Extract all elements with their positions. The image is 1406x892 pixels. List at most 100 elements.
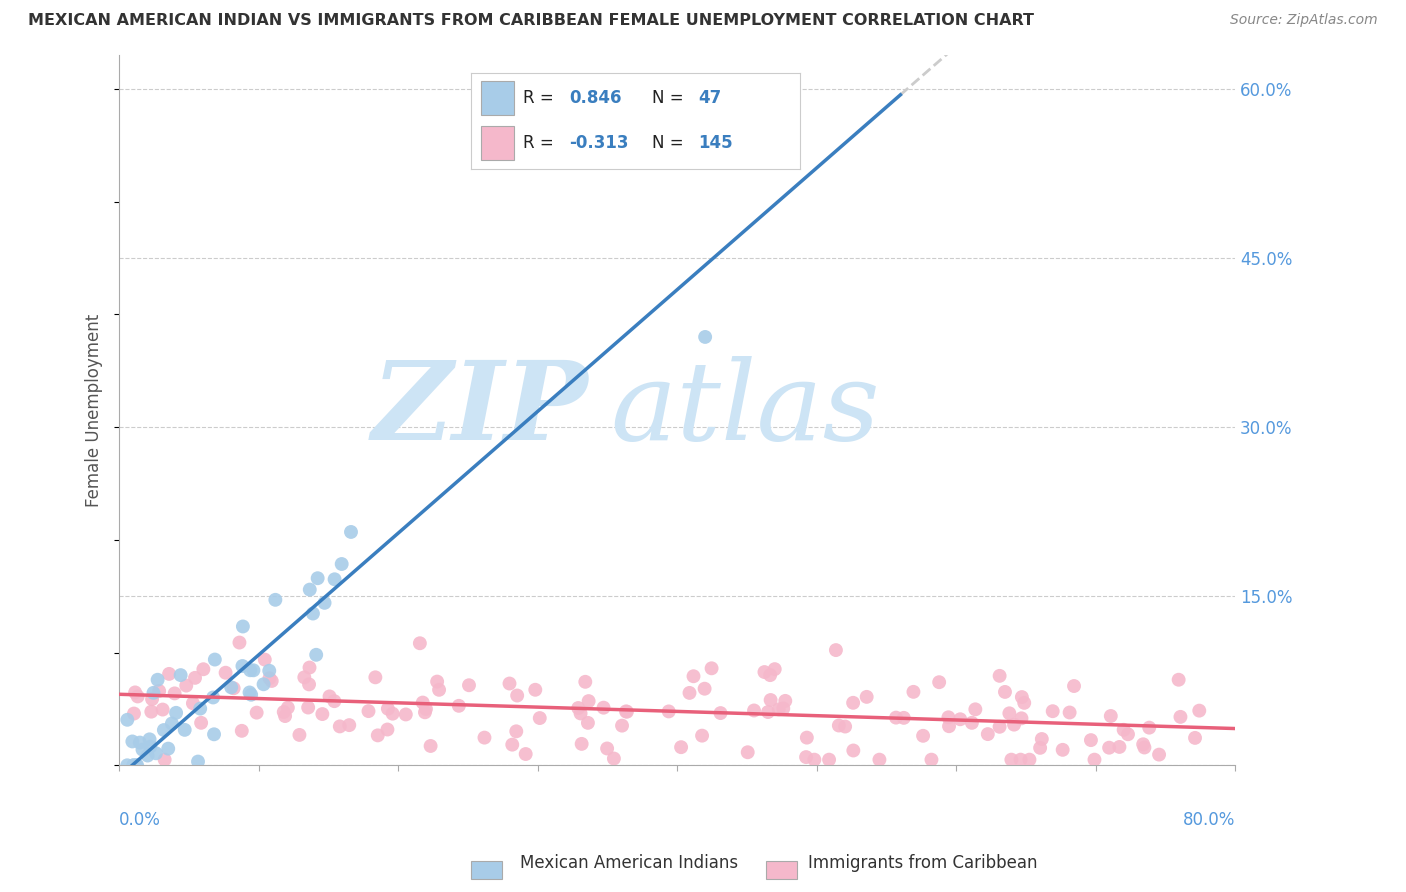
Point — [1000, 753, 1022, 767]
Point — [1042, 704, 1064, 718]
Point — [323, 694, 346, 708]
Point — [188, 701, 211, 715]
Point — [165, 706, 187, 720]
Point — [498, 676, 520, 690]
Point — [524, 682, 547, 697]
Point — [117, 713, 139, 727]
Point — [682, 669, 704, 683]
Point — [124, 685, 146, 699]
Point — [578, 694, 600, 708]
Point — [214, 665, 236, 680]
Point — [893, 711, 915, 725]
Point — [928, 675, 950, 690]
Point — [204, 652, 226, 666]
Point — [142, 686, 165, 700]
Point — [709, 706, 731, 720]
Y-axis label: Female Unemployment: Female Unemployment — [86, 314, 103, 507]
Point — [174, 679, 197, 693]
Point — [190, 715, 212, 730]
Point — [1184, 731, 1206, 745]
Point — [803, 753, 825, 767]
Point — [415, 702, 437, 716]
Point — [219, 681, 242, 695]
Point — [426, 674, 449, 689]
Point — [603, 751, 626, 765]
Point — [949, 712, 972, 726]
Point — [690, 729, 713, 743]
Point — [314, 596, 336, 610]
Point — [1167, 673, 1189, 687]
Point — [239, 663, 262, 677]
Point — [311, 707, 333, 722]
Point — [318, 690, 340, 704]
Point — [754, 665, 776, 679]
Point — [1108, 739, 1130, 754]
Point — [145, 746, 167, 760]
Point — [127, 758, 149, 772]
Point — [413, 706, 436, 720]
Point — [409, 636, 432, 650]
Point — [232, 619, 254, 633]
Point — [128, 735, 150, 749]
Point — [157, 741, 180, 756]
Point — [574, 674, 596, 689]
Point — [153, 723, 176, 737]
Point — [157, 666, 180, 681]
Point — [292, 670, 315, 684]
Point — [122, 706, 145, 721]
Point — [367, 728, 389, 742]
Point — [1012, 696, 1035, 710]
Point — [121, 734, 143, 748]
Point — [1137, 721, 1160, 735]
Text: 80.0%: 80.0% — [1182, 812, 1236, 830]
Point — [1018, 753, 1040, 767]
Point — [855, 690, 877, 704]
Point — [903, 685, 925, 699]
Point — [576, 715, 599, 730]
Point — [998, 706, 1021, 721]
Point — [756, 705, 779, 719]
Point — [693, 681, 716, 696]
Point — [122, 758, 145, 772]
Point — [146, 673, 169, 687]
Point — [1188, 704, 1211, 718]
Point — [139, 739, 162, 754]
Point — [988, 720, 1011, 734]
Point — [569, 706, 592, 721]
Point — [160, 716, 183, 731]
Point — [825, 643, 848, 657]
Point — [253, 652, 276, 666]
Point — [131, 742, 153, 756]
Point — [1011, 690, 1033, 704]
Point — [259, 671, 281, 685]
Point — [759, 668, 782, 682]
Point — [1029, 740, 1052, 755]
Point — [329, 719, 352, 733]
Point — [1132, 737, 1154, 751]
Point — [1059, 706, 1081, 720]
Point — [938, 719, 960, 733]
Point — [228, 635, 250, 649]
Point — [965, 702, 987, 716]
Point — [938, 710, 960, 724]
Point — [298, 677, 321, 691]
Point — [305, 648, 328, 662]
Point — [912, 729, 935, 743]
Point — [246, 706, 269, 720]
Text: Mexican American Indians: Mexican American Indians — [520, 855, 738, 872]
Point — [187, 755, 209, 769]
Point — [364, 670, 387, 684]
Point — [596, 741, 619, 756]
Point — [700, 661, 723, 675]
Point — [222, 681, 245, 696]
Point — [412, 696, 434, 710]
Point — [737, 745, 759, 759]
Point — [419, 739, 441, 753]
Point — [1099, 709, 1122, 723]
Point — [231, 723, 253, 738]
Point — [571, 737, 593, 751]
Point — [357, 704, 380, 718]
Point — [868, 753, 890, 767]
Point — [259, 664, 281, 678]
Point — [501, 738, 523, 752]
